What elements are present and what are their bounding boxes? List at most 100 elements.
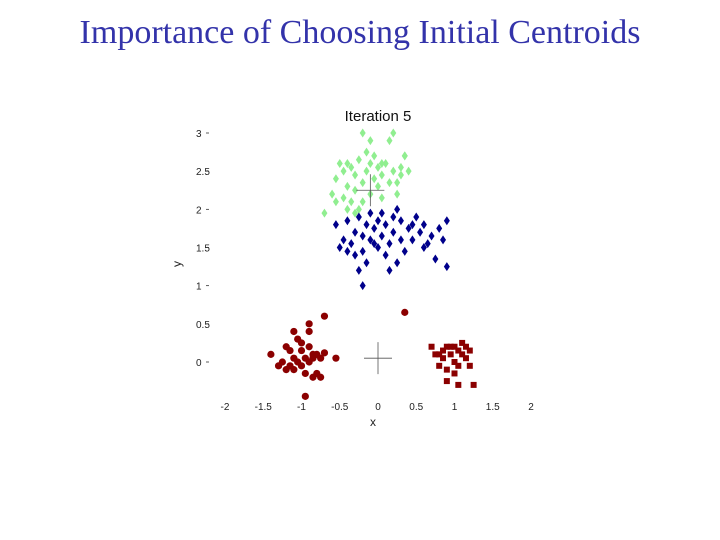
data-point xyxy=(440,235,447,245)
data-point xyxy=(359,246,366,256)
data-point xyxy=(359,231,366,241)
data-point xyxy=(348,162,355,172)
data-point xyxy=(378,193,385,203)
data-point xyxy=(386,136,393,146)
x-axis-label: x xyxy=(370,415,376,429)
data-point xyxy=(340,235,347,245)
data-point xyxy=(363,166,370,176)
y-tick-label: 1.5 xyxy=(196,244,210,255)
data-point xyxy=(394,258,401,268)
data-point xyxy=(359,197,366,207)
data-point xyxy=(443,366,450,373)
data-point xyxy=(367,208,374,218)
data-point xyxy=(432,351,439,358)
data-point xyxy=(459,339,466,346)
data-point xyxy=(447,351,454,358)
data-point xyxy=(363,258,370,268)
data-point xyxy=(466,347,473,354)
data-point xyxy=(397,162,404,172)
data-point xyxy=(348,239,355,249)
data-point xyxy=(359,178,366,188)
data-point xyxy=(390,212,397,222)
data-point xyxy=(321,208,328,218)
chart-title: Iteration 5 xyxy=(345,108,412,125)
data-point xyxy=(297,346,306,355)
data-point xyxy=(428,343,435,350)
data-point xyxy=(301,392,309,400)
data-point xyxy=(278,358,286,366)
data-point xyxy=(424,239,431,249)
data-point xyxy=(340,166,347,176)
data-point xyxy=(440,347,447,354)
data-point xyxy=(447,343,454,350)
data-point xyxy=(344,181,351,191)
data-point xyxy=(455,381,462,388)
data-point xyxy=(371,223,378,233)
data-point xyxy=(332,197,339,207)
data-point xyxy=(386,265,393,275)
data-point xyxy=(344,216,351,226)
data-point xyxy=(382,250,389,260)
x-tick-label: 2 xyxy=(528,402,534,413)
data-point xyxy=(440,355,447,362)
data-point xyxy=(459,351,466,358)
data-point xyxy=(363,220,370,230)
data-point xyxy=(451,359,458,365)
data-point xyxy=(428,231,435,241)
data-point xyxy=(394,204,401,214)
data-point xyxy=(359,128,366,138)
data-points xyxy=(267,128,477,400)
y-tick-label: 0 xyxy=(196,358,202,369)
data-point xyxy=(320,312,329,320)
data-point xyxy=(409,220,416,230)
slide-title: Importance of Choosing Initial Centroids xyxy=(79,14,641,51)
data-point xyxy=(352,185,359,195)
data-point xyxy=(348,197,355,207)
data-point xyxy=(336,243,343,252)
data-point xyxy=(386,178,393,188)
data-point xyxy=(371,151,378,161)
data-point xyxy=(455,362,462,369)
data-point xyxy=(329,189,336,199)
y-axis-ticks: 0 0.5 1 1.5 2 2.5 3 xyxy=(196,129,210,369)
data-point xyxy=(394,189,401,199)
data-point xyxy=(286,346,294,355)
data-point xyxy=(317,354,325,362)
x-axis-ticks: -2 -1.5 -1 -0.5 0 0.5 1 1.5 2 xyxy=(221,402,535,413)
data-point xyxy=(378,159,385,169)
data-point xyxy=(290,327,298,336)
data-point xyxy=(443,378,450,385)
data-point xyxy=(401,246,408,256)
data-point xyxy=(290,366,298,374)
data-point xyxy=(332,354,340,362)
data-point xyxy=(352,227,359,237)
data-point xyxy=(305,343,313,351)
data-point xyxy=(420,243,427,252)
data-point xyxy=(462,355,469,362)
data-point xyxy=(297,362,306,370)
y-axis-label: y xyxy=(170,261,184,267)
data-point xyxy=(413,212,420,222)
data-point xyxy=(390,227,397,237)
data-point xyxy=(367,159,374,169)
data-point xyxy=(367,235,374,245)
data-point xyxy=(352,208,359,218)
data-point xyxy=(332,174,339,184)
data-point xyxy=(355,155,362,165)
data-point xyxy=(305,320,313,328)
data-point xyxy=(363,147,370,157)
data-point xyxy=(336,159,343,169)
data-point xyxy=(390,166,397,176)
data-point xyxy=(344,159,351,169)
data-point xyxy=(462,343,469,350)
data-point xyxy=(301,369,309,378)
y-tick-label: 2 xyxy=(196,205,202,216)
data-point xyxy=(305,327,313,336)
data-point xyxy=(378,208,385,218)
data-point xyxy=(359,281,366,291)
y-tick-label: 1 xyxy=(196,282,202,293)
data-point xyxy=(382,220,389,230)
x-tick-label: -1 xyxy=(297,402,306,413)
data-point xyxy=(436,362,443,369)
